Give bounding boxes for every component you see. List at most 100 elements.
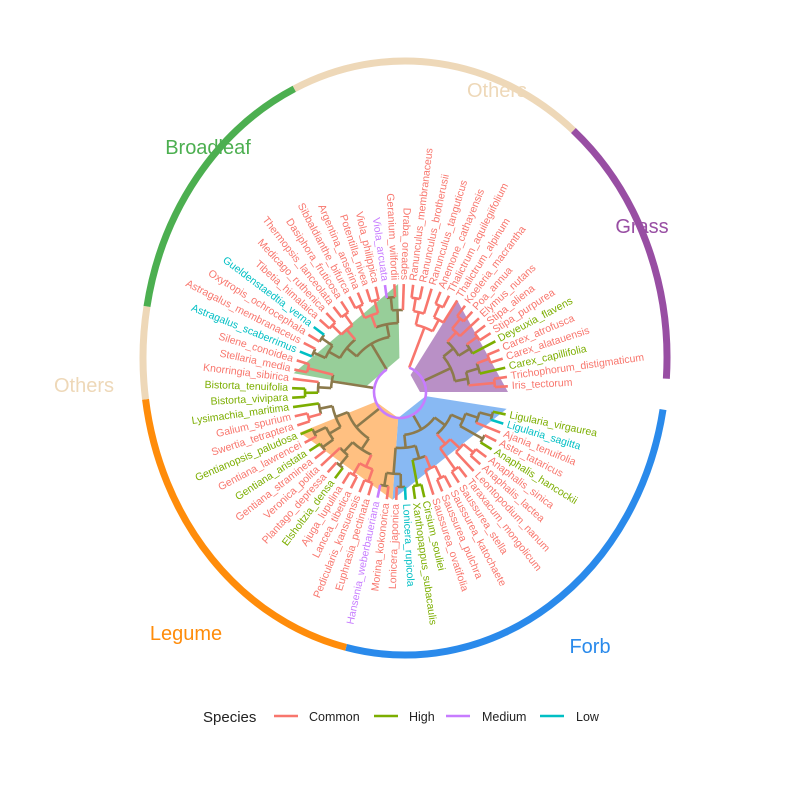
tree-branch <box>354 303 364 310</box>
tree-branch <box>352 462 361 476</box>
tree-branch <box>454 377 468 383</box>
tree-branch <box>464 371 470 386</box>
tree-branch <box>434 465 443 479</box>
tree-branch <box>367 482 374 496</box>
tree-branch <box>349 476 359 489</box>
tree-branch <box>308 442 322 452</box>
group-label-others: Others <box>467 80 527 102</box>
legend-label-medium: Medium <box>482 710 526 724</box>
tree-branch <box>414 311 421 326</box>
group-label-legume: Legume <box>150 623 222 645</box>
tip-label: Lonicera_rupicola <box>400 504 416 588</box>
tree-branch <box>296 420 311 427</box>
tree-branch <box>318 318 331 330</box>
center-hole <box>383 375 417 409</box>
tree-branch <box>435 433 447 445</box>
tree-branch <box>442 355 457 382</box>
tree-branch <box>435 302 444 309</box>
tree-branch <box>494 385 508 389</box>
tree-branch <box>367 468 374 482</box>
tree-branch <box>456 315 465 323</box>
tree-branch <box>329 374 335 389</box>
tree-branch <box>441 295 451 308</box>
legume-clade-highlight <box>299 401 399 500</box>
tree-branch <box>342 441 354 453</box>
group-arc-grass <box>570 127 671 379</box>
tree-branch <box>348 296 357 309</box>
tree-branch <box>465 367 479 374</box>
tree-branch <box>462 310 474 323</box>
tree-branch <box>373 300 380 314</box>
group-arc-others <box>139 305 151 400</box>
tip-label: Bistorta_tenuifolia <box>204 379 288 394</box>
legend-label-high: High <box>409 710 435 724</box>
tree-branch <box>489 357 504 364</box>
tree-branch <box>292 395 306 399</box>
tree-branch <box>320 446 341 467</box>
tree-branch <box>443 475 452 488</box>
tree-branch <box>436 474 446 481</box>
group-arc-others <box>292 57 576 134</box>
legend-title: Species <box>203 709 256 726</box>
group-arc-legume <box>142 398 347 651</box>
tree-branch <box>424 469 435 496</box>
tree-branch <box>411 485 417 500</box>
broadleaf-clade-highlight <box>293 284 400 387</box>
tree-branch <box>403 486 407 500</box>
tree-branch <box>493 375 508 381</box>
tree-branch <box>343 313 354 326</box>
tree-branch <box>326 461 338 474</box>
tree-branch <box>335 410 349 419</box>
tree-branch <box>360 437 370 451</box>
tree-branch <box>303 341 316 351</box>
tree-branch <box>358 479 366 493</box>
tree-branch <box>476 357 490 365</box>
tree-branch <box>376 484 382 498</box>
tree-branch <box>446 331 458 343</box>
tree-branch <box>418 286 424 300</box>
tree-branch <box>307 366 334 376</box>
tree-branch <box>433 416 446 427</box>
tree-branch <box>345 347 358 358</box>
tree-branch <box>331 324 343 336</box>
tree-branch <box>401 284 406 311</box>
tree-branch <box>415 323 434 333</box>
tree-branch <box>308 412 322 419</box>
tree-branch <box>466 335 479 346</box>
tree-branch <box>475 448 488 459</box>
tree-branch <box>411 413 423 430</box>
tree-root <box>372 366 428 420</box>
tree-branch <box>363 478 373 485</box>
grass-clade-highlight <box>410 300 508 392</box>
tree-branch <box>325 312 337 324</box>
tree-branch <box>469 454 482 466</box>
tree-branch <box>294 412 308 418</box>
tree-branch <box>442 299 459 324</box>
tree-branch <box>404 416 436 437</box>
tree-branch <box>407 327 426 369</box>
tree-branch <box>475 362 482 374</box>
tree-branch <box>469 448 477 457</box>
forb-clade-highlight <box>392 396 507 500</box>
tree-branch <box>313 426 327 435</box>
legend-label-common: Common <box>309 710 360 724</box>
tree-branch <box>411 459 419 486</box>
tree-branch <box>435 478 444 492</box>
tip-label: Lonicera_japonica <box>387 504 402 590</box>
tree-branch <box>332 306 343 318</box>
tree-branch <box>356 292 365 306</box>
tree-branch <box>479 441 493 451</box>
tip-label: Geranium_wilfordii <box>384 193 401 280</box>
tree-branch <box>462 443 475 454</box>
tree-branch <box>318 386 332 390</box>
tree-branch <box>340 300 350 314</box>
tree-branch <box>385 486 390 500</box>
tree-branch <box>294 368 308 374</box>
tree-branch <box>456 304 467 317</box>
tree-branch <box>357 305 366 319</box>
tree-branch <box>450 413 464 422</box>
tree-branch <box>379 483 389 488</box>
group-label-broadleaf: Broadleaf <box>165 137 251 159</box>
tree-branch <box>296 359 310 366</box>
